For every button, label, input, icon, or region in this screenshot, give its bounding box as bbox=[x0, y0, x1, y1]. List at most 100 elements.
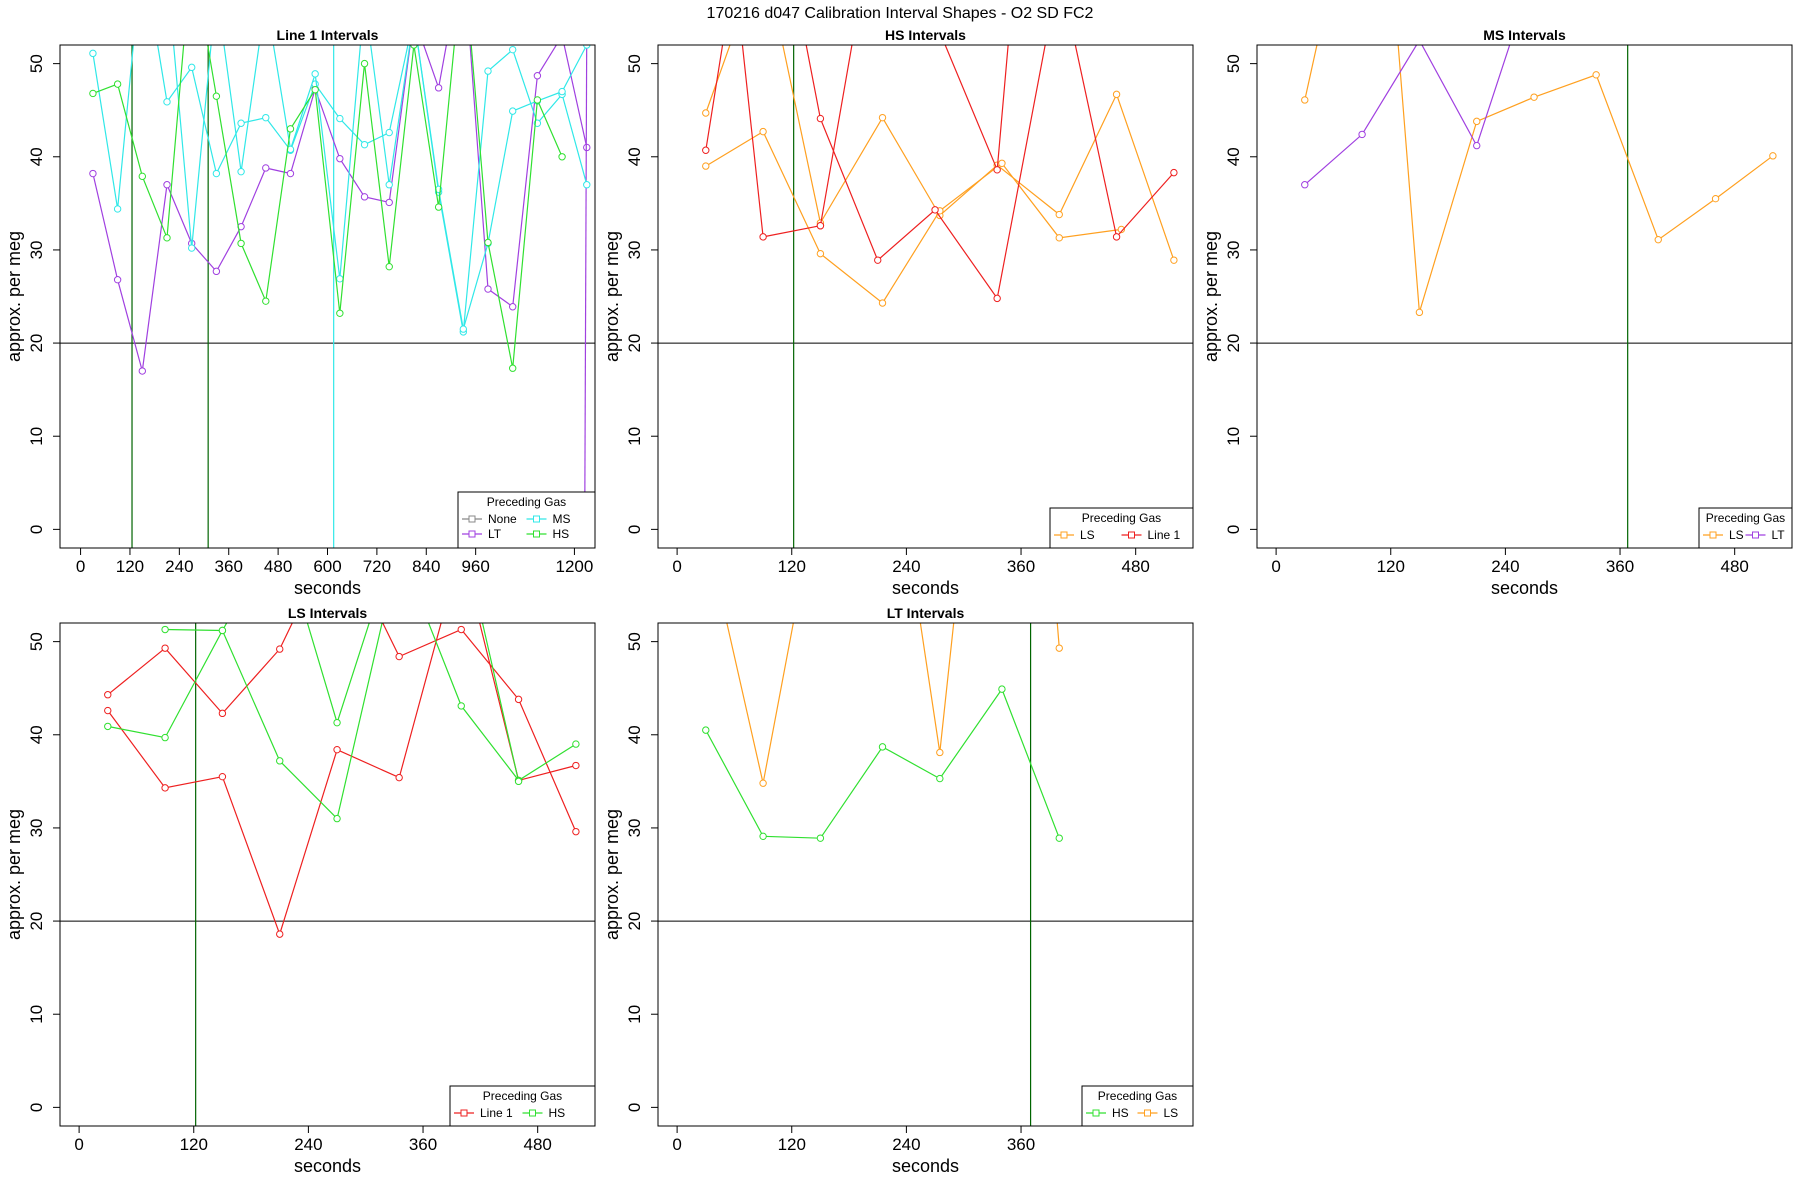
legend-title: Preceding Gas bbox=[1082, 511, 1161, 525]
y-tick-label: 0 bbox=[1224, 525, 1243, 534]
data-point bbox=[333, 718, 341, 727]
data-point bbox=[187, 244, 196, 252]
chart-panel-1: Line 1 Intervals 0 120 240 360 480 600 720 840 96… bbox=[4, 0, 596, 598]
data-point bbox=[1055, 834, 1063, 842]
data-point bbox=[89, 89, 97, 98]
data-point bbox=[1654, 235, 1662, 244]
x-tick-label: 480 bbox=[523, 1135, 551, 1154]
data-point bbox=[1055, 644, 1063, 652]
data-point bbox=[998, 685, 1006, 693]
data-point bbox=[508, 303, 517, 311]
legend: Preceding Gas Line 1 HS bbox=[449, 1085, 596, 1127]
x-tick-label: 240 bbox=[294, 1135, 322, 1154]
data-point bbox=[361, 0, 367, 2]
x-tick-label: 240 bbox=[892, 1135, 920, 1154]
data-point bbox=[1473, 141, 1481, 150]
data-point bbox=[360, 193, 369, 201]
data-point bbox=[993, 294, 1001, 303]
data-point bbox=[702, 162, 710, 170]
data-point bbox=[702, 109, 710, 117]
x-axis-label: seconds bbox=[294, 578, 361, 598]
data-point bbox=[138, 367, 147, 375]
data-point bbox=[262, 164, 270, 172]
panel-title: MS Intervals bbox=[1483, 27, 1566, 43]
data-point bbox=[508, 45, 517, 54]
figure-title: 170216 d047 Calibration Interval Shapes … bbox=[707, 5, 1094, 22]
data-point bbox=[262, 113, 270, 122]
x-tick-label: 480 bbox=[264, 557, 292, 576]
data-point bbox=[385, 262, 393, 271]
x-tick-label: 360 bbox=[1606, 557, 1634, 576]
x-tick-label: 720 bbox=[363, 557, 391, 576]
x-tick-label: 240 bbox=[165, 557, 193, 576]
x-tick-label: 360 bbox=[1007, 557, 1035, 576]
plot-frame bbox=[59, 44, 596, 549]
legend-entry-label: LT bbox=[1772, 528, 1786, 542]
data-point bbox=[138, 172, 147, 181]
legend-entry-label: LS bbox=[1164, 1106, 1179, 1120]
data-point bbox=[277, 527, 283, 533]
x-tick-label: 120 bbox=[778, 1135, 806, 1154]
data-point bbox=[1530, 93, 1538, 101]
x-tick-label: 120 bbox=[180, 1135, 208, 1154]
y-axis-label: approx. per meg bbox=[602, 231, 622, 362]
data-point bbox=[1117, 225, 1126, 234]
data-point bbox=[1301, 181, 1309, 189]
data-point bbox=[113, 205, 122, 213]
data-point bbox=[410, 45, 418, 49]
legend-entry-label: LT bbox=[488, 527, 502, 541]
data-point bbox=[759, 127, 767, 136]
legend: Preceding Gas HS LS bbox=[1081, 1085, 1194, 1127]
data-point bbox=[163, 98, 171, 106]
data-point bbox=[1769, 152, 1777, 160]
data-point bbox=[572, 740, 580, 748]
x-tick-label: 120 bbox=[778, 557, 806, 576]
legend-box bbox=[449, 1085, 596, 1127]
data-point bbox=[703, 527, 709, 533]
data-point bbox=[759, 779, 767, 787]
legend-swatch-marker bbox=[468, 530, 476, 538]
data-point bbox=[816, 114, 825, 123]
legend-swatch-marker bbox=[533, 530, 540, 538]
data-point bbox=[434, 203, 443, 211]
legend-swatch-marker bbox=[1144, 1109, 1151, 1117]
data-point bbox=[533, 96, 542, 104]
data-point bbox=[702, 726, 710, 734]
x-tick-label: 0 bbox=[1271, 557, 1280, 576]
data-point bbox=[759, 233, 767, 241]
legend-entry-label: MS bbox=[553, 512, 571, 526]
chart-panel-5: LT Intervals 0 120 240 360 seconds 0 10 20 30 40 50… bbox=[602, 527, 1194, 1176]
data-point bbox=[395, 652, 403, 661]
data-point bbox=[396, 527, 402, 533]
legend-swatch-marker bbox=[460, 1109, 468, 1117]
legend-title: Preceding Gas bbox=[483, 1089, 562, 1103]
x-tick-label: 0 bbox=[672, 557, 681, 576]
data-point bbox=[89, 169, 97, 178]
data-point bbox=[385, 181, 393, 189]
legend-swatch-marker bbox=[1092, 1109, 1100, 1117]
legend-swatch-marker bbox=[1709, 531, 1717, 539]
data-point bbox=[212, 169, 221, 178]
data-point bbox=[1592, 71, 1600, 79]
data-point bbox=[508, 364, 517, 372]
data-point bbox=[457, 625, 465, 634]
y-tick-label: 40 bbox=[625, 725, 644, 744]
data-point bbox=[161, 733, 169, 742]
data-point bbox=[161, 625, 169, 634]
y-tick-label: 10 bbox=[625, 1005, 644, 1024]
x-tick-label: 0 bbox=[672, 1135, 681, 1154]
data-point bbox=[936, 774, 944, 783]
data-point bbox=[1055, 234, 1063, 242]
data-point bbox=[878, 299, 887, 307]
data-point bbox=[263, 0, 269, 2]
data-point bbox=[816, 249, 825, 258]
data-point bbox=[276, 930, 284, 938]
data-point bbox=[1416, 37, 1422, 43]
data-point bbox=[759, 832, 767, 841]
y-axis-label: approx. per meg bbox=[602, 809, 622, 940]
data-point bbox=[113, 276, 122, 284]
y-tick-label: 50 bbox=[625, 632, 644, 651]
data-point bbox=[411, 14, 417, 20]
series-line-line-1 bbox=[819, 45, 1009, 226]
